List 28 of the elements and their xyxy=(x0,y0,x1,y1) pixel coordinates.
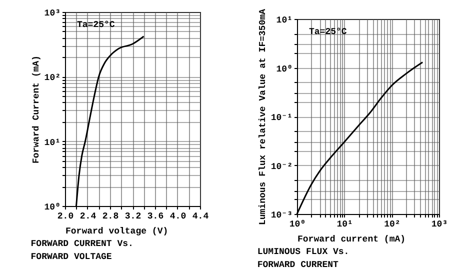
x-tick-label: 3.2 xyxy=(124,212,142,222)
x-tick-label: 2.0 xyxy=(57,212,74,222)
annotation: Ta=25°C xyxy=(309,27,348,37)
y-axis-title: Forward Current (mA) xyxy=(31,55,42,164)
y-tick-label: 10⁰ xyxy=(276,64,292,74)
y-axis-title: Luminous Flux relative Value at IF=350mA xyxy=(258,8,268,226)
x-tick-label: 4.4 xyxy=(192,212,210,222)
y-tick-label: 10⁻³ xyxy=(270,210,292,220)
y-tick-label: 10¹ xyxy=(276,16,292,26)
y-tick-label: 10⁻² xyxy=(270,162,292,172)
y-tick-label: 10² xyxy=(44,73,60,84)
text: LUMINOUS FLUX Vs. FORWARD CURRENT xyxy=(257,247,350,270)
x-tick-label: 3.6 xyxy=(147,212,164,222)
y-tick-label: 10³ xyxy=(44,8,60,18)
x-tick-label: 2.8 xyxy=(102,212,119,222)
x-axis-title: Forward current (mA) xyxy=(298,234,406,244)
x-tick-label: 10⁰ xyxy=(289,220,306,230)
annotation: Ta=25°C xyxy=(77,20,116,30)
text: FORWARD CURRENT Vs. FORWARD VOLTAGE xyxy=(30,239,134,262)
x-axis-title: Forward voltage (V) xyxy=(66,226,168,236)
y-tick-label: 10¹ xyxy=(44,138,60,148)
y-tick-label: 10⁰ xyxy=(44,202,60,212)
x-tick-label: 10³ xyxy=(431,220,448,230)
y-tick-label: 10⁻¹ xyxy=(270,113,292,123)
x-tick-label: 2.4 xyxy=(80,212,97,222)
x-tick-label: 10¹ xyxy=(336,220,353,230)
x-tick-label: 10² xyxy=(384,220,400,230)
x-tick-label: 4.0 xyxy=(170,212,186,222)
